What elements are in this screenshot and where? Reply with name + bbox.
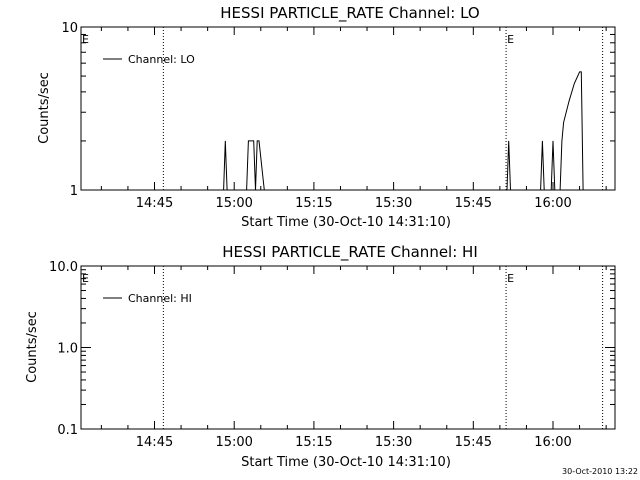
panel-hi-x-axis-label: Start Time (30-Oct-10 14:31:10) <box>241 455 451 470</box>
panel-hi-marker-label-2: E <box>507 272 514 285</box>
panel-hi-x-tick-label-4: 15:45 <box>455 435 492 450</box>
panel-hi-x-tick-label-5: 16:00 <box>534 435 571 450</box>
panel-lo-x-tick-label-3: 15:30 <box>375 196 412 211</box>
panel-hi-x-tick-label-3: 15:30 <box>375 435 412 450</box>
panel-lo-legend: Channel: LO <box>103 53 195 66</box>
panel-lo-x-axis-label: Start Time (30-Oct-10 14:31:10) <box>241 215 451 230</box>
panel-lo-y-axis-label: Counts/sec <box>37 72 52 144</box>
panel-lo-legend-label: Channel: LO <box>128 53 195 66</box>
panel-hi-y-ticks: 0.1 1.0 10.0 <box>49 260 615 438</box>
panel-lo-x-tick-label-2: 15:15 <box>295 196 332 211</box>
panel-hi-x-tick-label-0: 14:45 <box>136 435 173 450</box>
panel-hi-y-axis-label: Counts/sec <box>25 311 40 383</box>
panel-lo-marker-label-2: E <box>507 33 514 46</box>
panel-lo-x-ticks: 14:45 15:00 15:15 15:30 15:45 16:00 <box>100 27 607 211</box>
panel-lo-marker-label-0: E <box>82 33 89 46</box>
panel-lo-series-line <box>81 71 615 191</box>
panel-hi-x-tick-label-1: 15:00 <box>215 435 252 450</box>
panel-lo-title: HESSI PARTICLE_RATE Channel: LO <box>220 4 479 23</box>
panel-hi-legend: Channel: HI <box>103 292 192 305</box>
panel-hi-y-tick-label-2: 10.0 <box>49 260 78 275</box>
panel-hi-y-tick-label-1: 1.0 <box>57 342 78 357</box>
panel-lo-x-tick-label-1: 15:00 <box>215 196 252 211</box>
panel-hi-y-tick-label-0: 0.1 <box>57 423 78 438</box>
panel-hi-x-ticks: 14:45 15:00 15:15 15:30 15:45 16:00 <box>100 266 607 450</box>
panel-hi-title: HESSI PARTICLE_RATE Channel: HI <box>222 243 478 262</box>
panel-lo-x-tick-label-4: 15:45 <box>455 196 492 211</box>
panel-lo-x-tick-label-5: 16:00 <box>534 196 571 211</box>
panel-lo-x-tick-label-0: 14:45 <box>136 196 173 211</box>
panel-lo-y-tick-label-1: 10 <box>61 21 78 36</box>
panel-hi-x-tick-label-2: 15:15 <box>295 435 332 450</box>
footer-timestamp: 30-Oct-2010 13:22 <box>562 467 638 476</box>
panel-lo-y-tick-label-0: 1 <box>70 184 78 199</box>
panel-hi-legend-label: Channel: HI <box>128 292 192 305</box>
